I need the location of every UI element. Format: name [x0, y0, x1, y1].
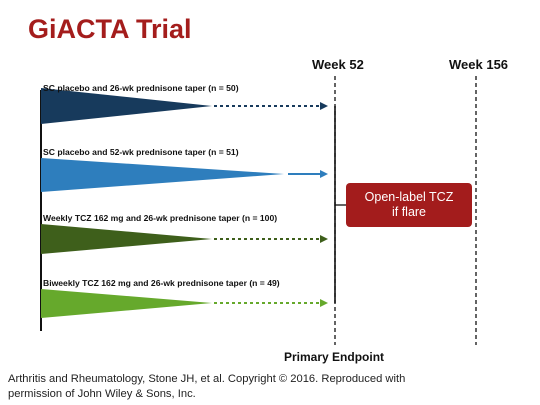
- open-label-line-1: Open-label TCZ: [364, 190, 454, 204]
- primary-endpoint-label: Primary Endpoint: [284, 350, 385, 364]
- arm-2-arrowhead: [320, 170, 328, 178]
- arm-3-arrowhead: [320, 235, 328, 243]
- citation-line-2: permission of John Wiley & Sons, Inc.: [8, 388, 196, 400]
- arm-4-label: Biweekly TCZ 162 mg and 26-wk prednisone…: [43, 278, 280, 288]
- arm-1-taper-wedge: [41, 88, 212, 124]
- arm-4-taper-wedge: [41, 289, 212, 318]
- arm-2-label: SC placebo and 52-wk prednisone taper (n…: [43, 147, 239, 157]
- page-title: GiACTA Trial: [28, 14, 192, 44]
- open-label-tcz-box: Open-label TCZ if flare: [346, 183, 472, 227]
- citation: Arthritis and Rheumatology, Stone JH, et…: [8, 372, 405, 402]
- arm-1-label: SC placebo and 26-wk prednisone taper (n…: [43, 83, 239, 93]
- arm-1-arrowhead: [320, 102, 328, 110]
- week-52-label: Week 52: [312, 57, 364, 72]
- arm-3-taper-wedge: [41, 224, 212, 254]
- arm-4-arrowhead: [320, 299, 328, 307]
- week-156-label: Week 156: [449, 57, 509, 72]
- arm-2-taper-wedge: [41, 158, 284, 192]
- arm-3-label: Weekly TCZ 162 mg and 26-wk prednisone t…: [43, 213, 278, 223]
- open-label-line-2: if flare: [391, 205, 427, 219]
- citation-line-1: Arthritis and Rheumatology, Stone JH, et…: [8, 373, 406, 385]
